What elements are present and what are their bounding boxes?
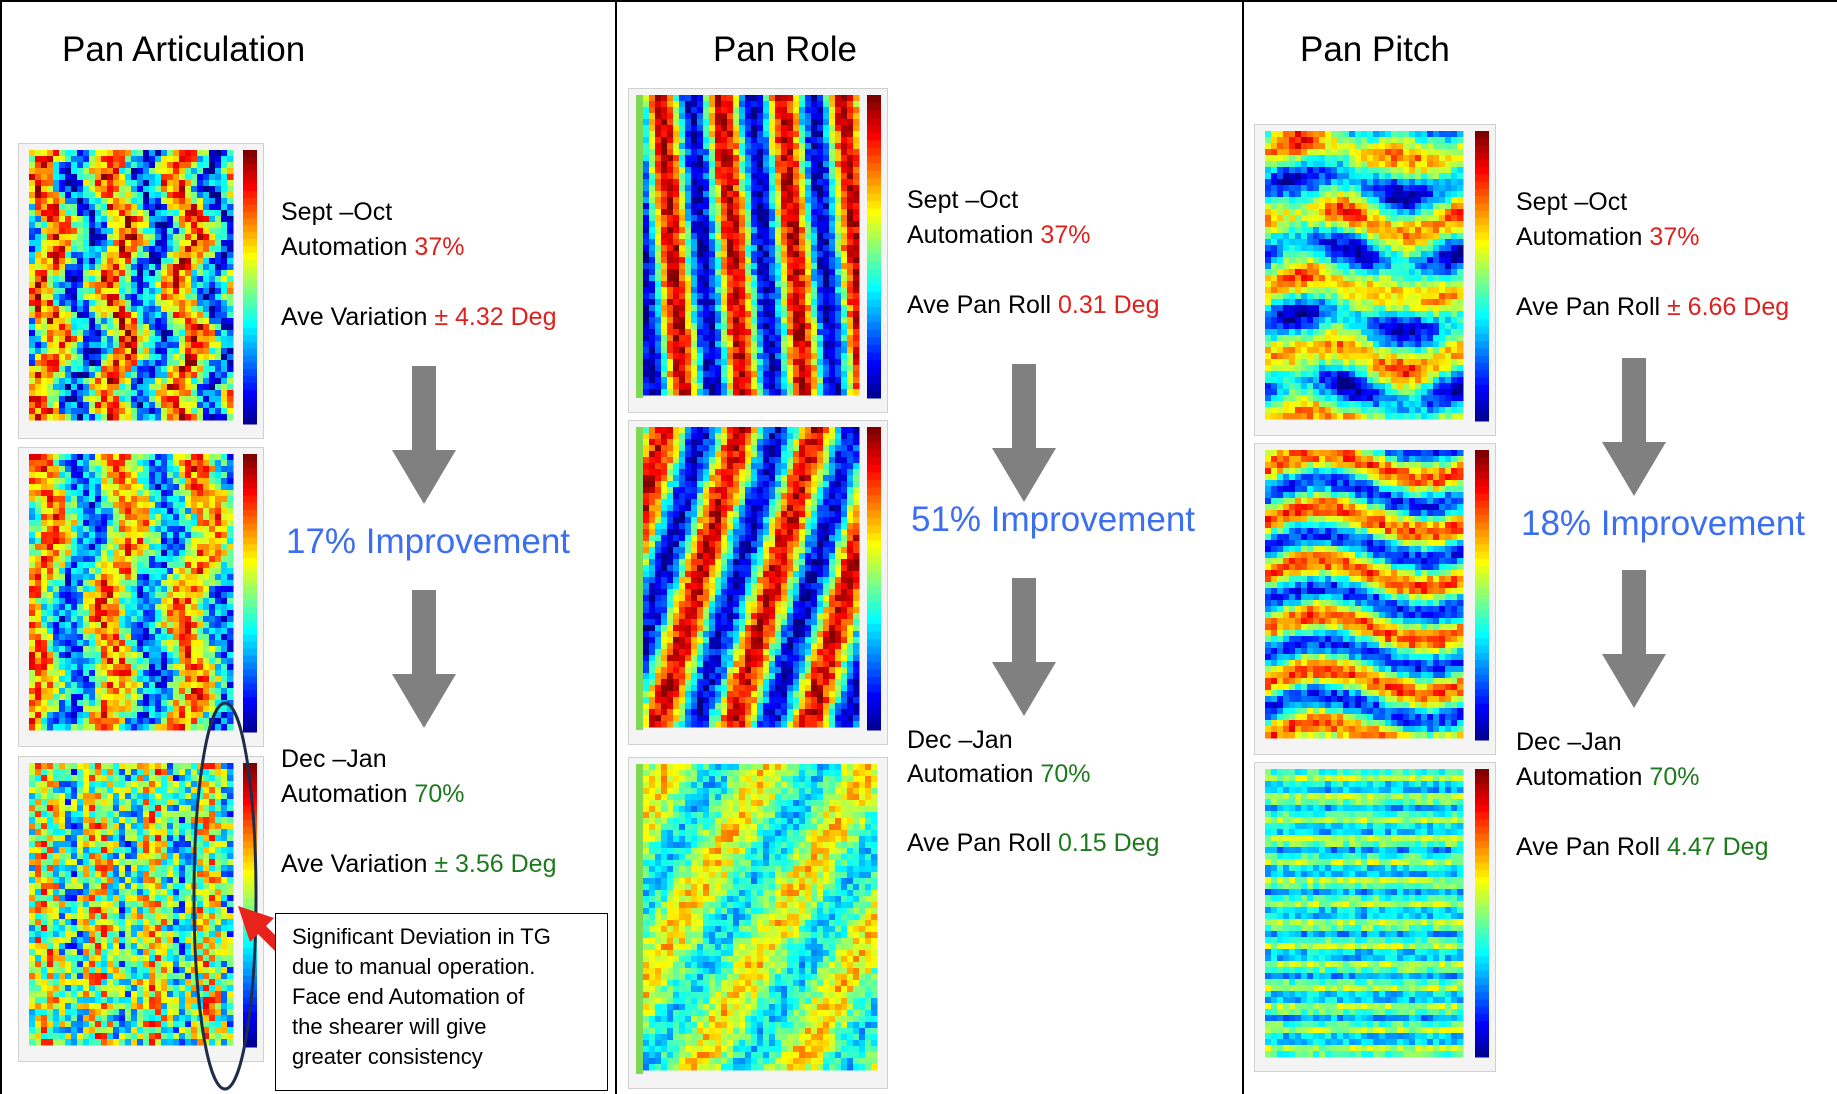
p1-sept-period: Sept –Oct xyxy=(281,198,393,226)
p3-sept-automation: Automation 37% xyxy=(1516,223,1700,251)
heatmap-role-sept xyxy=(628,88,888,413)
p2-sept-period: Sept –Oct xyxy=(907,186,1019,214)
p3-sept-period: Sept –Oct xyxy=(1516,188,1628,216)
down-arrow-icon xyxy=(1602,570,1666,708)
p3-dec-automation: Automation 70% xyxy=(1516,763,1700,791)
heatmap-pitch-sept xyxy=(1254,124,1496,436)
column-divider-2 xyxy=(1242,0,1244,1094)
heatmap-image xyxy=(19,757,263,1061)
callout-line: the shearer will give xyxy=(292,1014,487,1039)
callout-line: greater consistency xyxy=(292,1044,483,1069)
heatmap-image xyxy=(1255,763,1495,1071)
panel-title-pan-pitch: Pan Pitch xyxy=(1300,30,1450,69)
down-arrow-icon xyxy=(992,578,1056,716)
p2-improvement: 51% Improvement xyxy=(911,500,1196,539)
callout-line: Significant Deviation in TG xyxy=(292,924,551,949)
down-arrow-icon xyxy=(392,590,456,728)
heatmap-image xyxy=(19,448,263,746)
highlight-ellipse xyxy=(192,701,258,1091)
p2-sept-roll: Ave Pan Roll 0.31 Deg xyxy=(907,291,1160,319)
heatmap-image xyxy=(1255,444,1495,754)
p2-sept-automation: Automation 37% xyxy=(907,221,1091,249)
p1-sept-variation: Ave Variation ± 4.32 Deg xyxy=(281,303,557,331)
p1-improvement: 17% Improvement xyxy=(286,522,571,561)
heatmap-articulation-dec xyxy=(18,756,264,1062)
down-arrow-icon xyxy=(392,366,456,504)
p3-dec-period: Dec –Jan xyxy=(1516,728,1622,756)
p3-dec-roll: Ave Pan Roll 4.47 Deg xyxy=(1516,833,1769,861)
p1-dec-variation: Ave Variation ± 3.56 Deg xyxy=(281,850,557,878)
callout-line: Face end Automation of xyxy=(292,984,525,1009)
p3-improvement: 18% Improvement xyxy=(1521,504,1806,543)
p2-dec-period: Dec –Jan xyxy=(907,726,1013,754)
heatmap-role-mid xyxy=(628,420,888,745)
p1-dec-period: Dec –Jan xyxy=(281,745,387,773)
down-arrow-icon xyxy=(1602,358,1666,496)
p2-dec-automation: Automation 70% xyxy=(907,760,1091,788)
p1-dec-automation: Automation 70% xyxy=(281,780,465,808)
heatmap-image xyxy=(1255,125,1495,435)
heatmap-articulation-mid xyxy=(18,447,264,747)
heatmap-pitch-mid xyxy=(1254,443,1496,755)
heatmap-articulation-sept xyxy=(18,143,264,439)
p1-sept-automation: Automation 37% xyxy=(281,233,465,261)
panel-title-pan-articulation: Pan Articulation xyxy=(62,30,306,69)
panel-title-pan-role: Pan Role xyxy=(713,30,857,69)
heatmap-image xyxy=(629,421,887,744)
callout-line: due to manual operation. xyxy=(292,954,536,979)
callout-note: Significant Deviation in TG due to manua… xyxy=(275,913,608,1091)
heatmap-role-dec xyxy=(628,757,888,1089)
down-arrow-icon xyxy=(992,364,1056,502)
column-divider-1 xyxy=(615,0,617,1094)
p3-sept-roll: Ave Pan Roll ± 6.66 Deg xyxy=(1516,293,1790,321)
heatmap-image xyxy=(629,89,887,412)
heatmap-image xyxy=(629,758,887,1088)
heatmap-image xyxy=(19,144,263,438)
heatmap-pitch-dec xyxy=(1254,762,1496,1072)
p2-dec-roll: Ave Pan Roll 0.15 Deg xyxy=(907,829,1160,857)
